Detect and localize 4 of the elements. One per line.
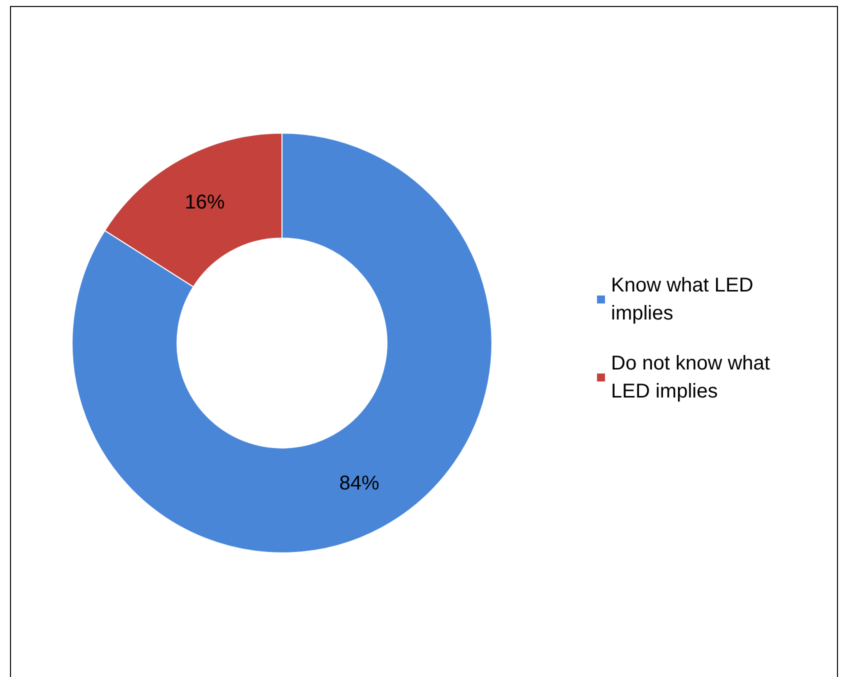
data-label: 16% — [184, 191, 225, 214]
legend-label: Do not know what LED implies — [611, 352, 776, 402]
legend-label: Know what LED implies — [611, 274, 759, 324]
data-label: 84% — [339, 472, 380, 495]
